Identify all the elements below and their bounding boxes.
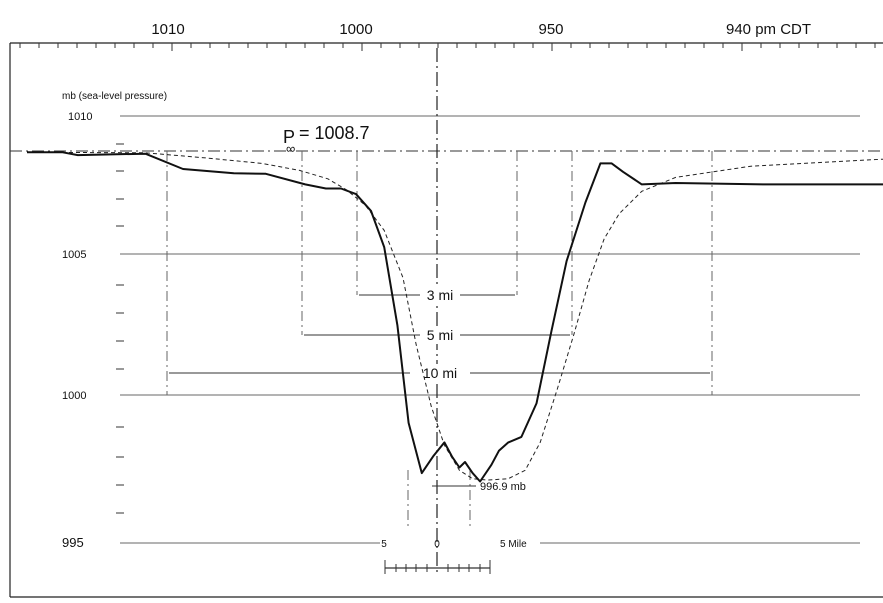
y-tick-label-995: 995: [62, 535, 84, 550]
scale-label-center: 0: [434, 539, 440, 550]
observed-pressure-trace: [27, 151, 883, 483]
top-tick-label-0: 1010: [151, 21, 184, 38]
label-bg-3mi: [420, 286, 460, 304]
label-bg-5mi: [420, 326, 460, 344]
top-tick-label-1: 1000: [339, 21, 372, 38]
top-axis-ticks: [19, 43, 876, 51]
y-axis-label: mb (sea-level pressure): [62, 91, 167, 102]
distance-scale-bar: [384, 560, 491, 574]
y-tick-label-1005: 1005: [62, 249, 86, 261]
reference-verticals: [166, 151, 713, 530]
top-tick-label-2: 950: [538, 21, 563, 38]
scale-label-right: 5 Mile: [500, 539, 527, 550]
label-bg-10mi: [410, 364, 470, 382]
p-infinity-subscript: ∞: [286, 141, 295, 156]
y-tick-label-1010: 1010: [68, 111, 92, 123]
diameter-label-5mi: 5 mi: [427, 327, 453, 343]
p-infinity-symbol: P: [283, 127, 295, 147]
diameter-label-10mi: 10 mi: [423, 365, 457, 381]
diameter-label-3mi: 3 mi: [427, 287, 453, 303]
model-pressure-curve: [26, 151, 883, 481]
y-minor-ticks: [116, 143, 124, 514]
p-infinity-value: = 1008.7: [299, 123, 370, 143]
min-pressure-label: 996.9 mb: [480, 481, 526, 493]
top-tick-label-3: 940 pm CDT: [726, 21, 811, 38]
scale-label-left: 5: [381, 539, 387, 550]
y-tick-label-1000: 1000: [62, 390, 86, 402]
